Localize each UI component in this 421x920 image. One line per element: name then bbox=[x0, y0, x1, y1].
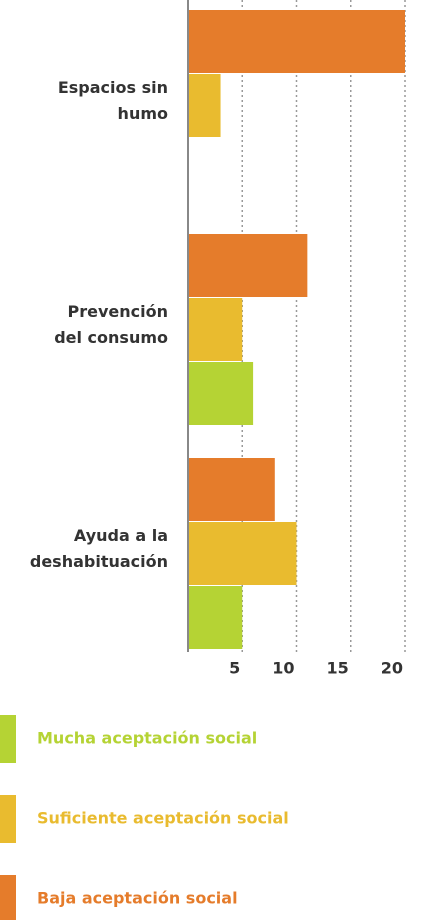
bar bbox=[188, 298, 243, 361]
x-tick-label: 5 bbox=[229, 659, 240, 678]
legend-swatch bbox=[0, 875, 16, 920]
legend-swatch bbox=[0, 795, 16, 843]
x-tick-label: 20 bbox=[381, 659, 403, 678]
legend-swatch bbox=[0, 715, 16, 763]
legend-label: Mucha aceptación social bbox=[37, 729, 257, 748]
bar bbox=[188, 362, 254, 425]
legend-label: Baja aceptación social bbox=[37, 889, 238, 908]
category-label: Ayuda a la deshabituación bbox=[29, 526, 168, 571]
category-label: Espacios sin humo bbox=[57, 78, 168, 123]
bar bbox=[188, 522, 297, 585]
bar bbox=[188, 10, 405, 73]
bar bbox=[188, 458, 275, 521]
legend-label: Suficiente aceptación social bbox=[37, 809, 289, 828]
x-tick-label: 10 bbox=[272, 659, 294, 678]
category-label: Prevención del consumo bbox=[54, 302, 168, 347]
x-tick-label: 15 bbox=[326, 659, 348, 678]
bar bbox=[188, 74, 221, 137]
bar bbox=[188, 586, 243, 649]
bar bbox=[188, 234, 308, 297]
